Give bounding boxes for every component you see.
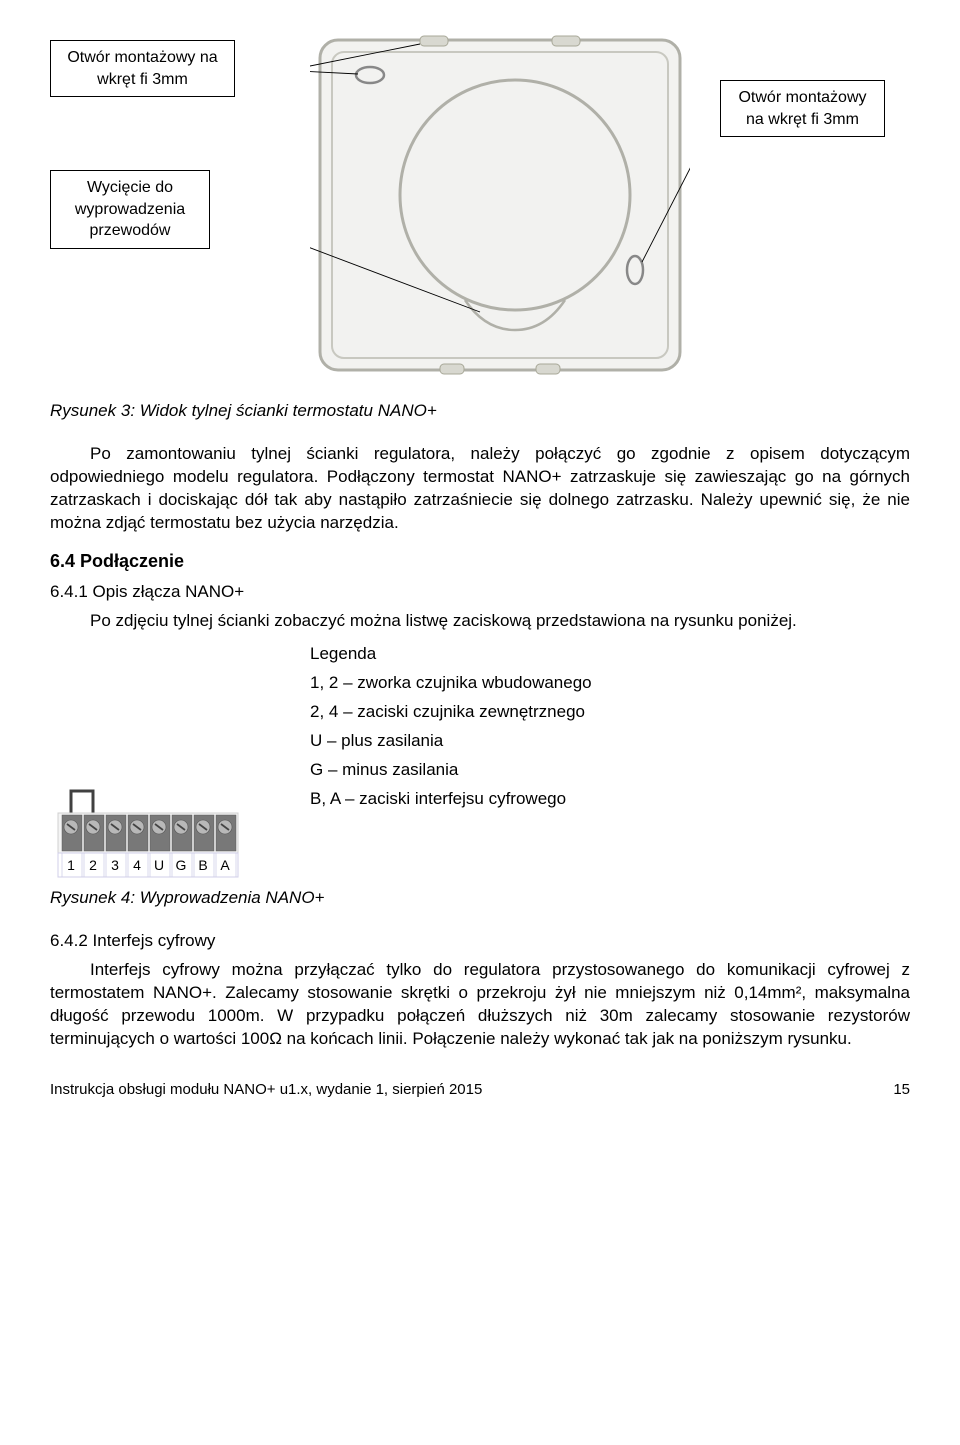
panel-svg — [310, 30, 690, 380]
page-number: 15 — [893, 1080, 910, 1100]
label-top-left: Otwór montażowy na wkręt fi 3mm — [50, 40, 235, 97]
legend-line-3: U – plus zasilania — [310, 730, 592, 753]
legend-title: Legenda — [310, 643, 592, 666]
legend-line-4: G – minus zasilania — [310, 759, 592, 782]
heading-6-4-1: 6.4.1 Opis złącza NANO+ — [50, 581, 910, 604]
page-footer: Instrukcja obsługi modułu NANO+ u1.x, wy… — [50, 1080, 910, 1100]
svg-text:G: G — [176, 857, 187, 873]
legend-line-1: 1, 2 – zworka czujnika wbudowanego — [310, 672, 592, 695]
label-top-right: Otwór montażowy na wkręt fi 3mm — [720, 80, 885, 137]
figure-3-diagram: Otwór montażowy na wkręt fi 3mm Otwór mo… — [50, 30, 910, 380]
legend-line-5: B, A – zaciski interfejsu cyfrowego — [310, 788, 592, 811]
terminal-diagram: 1234UGBA — [50, 643, 250, 883]
figure-4-caption: Rysunek 4: Wyprowadzenia NANO+ — [50, 887, 910, 910]
legend-block: 1234UGBA Legenda 1, 2 – zworka czujnika … — [50, 643, 910, 883]
svg-text:B: B — [198, 857, 207, 873]
figure-3-caption: Rysunek 3: Widok tylnej ścianki termosta… — [50, 400, 910, 423]
label-left-mid: Wycięcie do wyprowadzenia przewodów — [50, 170, 210, 249]
svg-text:4: 4 — [133, 857, 141, 873]
heading-6-4-2: 6.4.2 Interfejs cyfrowy — [50, 930, 910, 953]
paragraph-642: Interfejs cyfrowy można przyłączać tylko… — [50, 959, 910, 1051]
paragraph-641: Po zdjęciu tylnej ścianki zobaczyć można… — [50, 610, 910, 633]
svg-text:1: 1 — [67, 857, 75, 873]
svg-text:A: A — [220, 857, 230, 873]
heading-6-4: 6.4 Podłączenie — [50, 549, 910, 573]
legend-text: Legenda 1, 2 – zworka czujnika wbudowane… — [310, 643, 592, 883]
svg-text:U: U — [154, 857, 164, 873]
paragraph-mounting: Po zamontowaniu tylnej ścianki regulator… — [50, 443, 910, 535]
legend-line-2: 2, 4 – zaciski czujnika zewnętrznego — [310, 701, 592, 724]
footer-text: Instrukcja obsługi modułu NANO+ u1.x, wy… — [50, 1080, 482, 1100]
svg-text:3: 3 — [111, 857, 119, 873]
svg-text:2: 2 — [89, 857, 97, 873]
